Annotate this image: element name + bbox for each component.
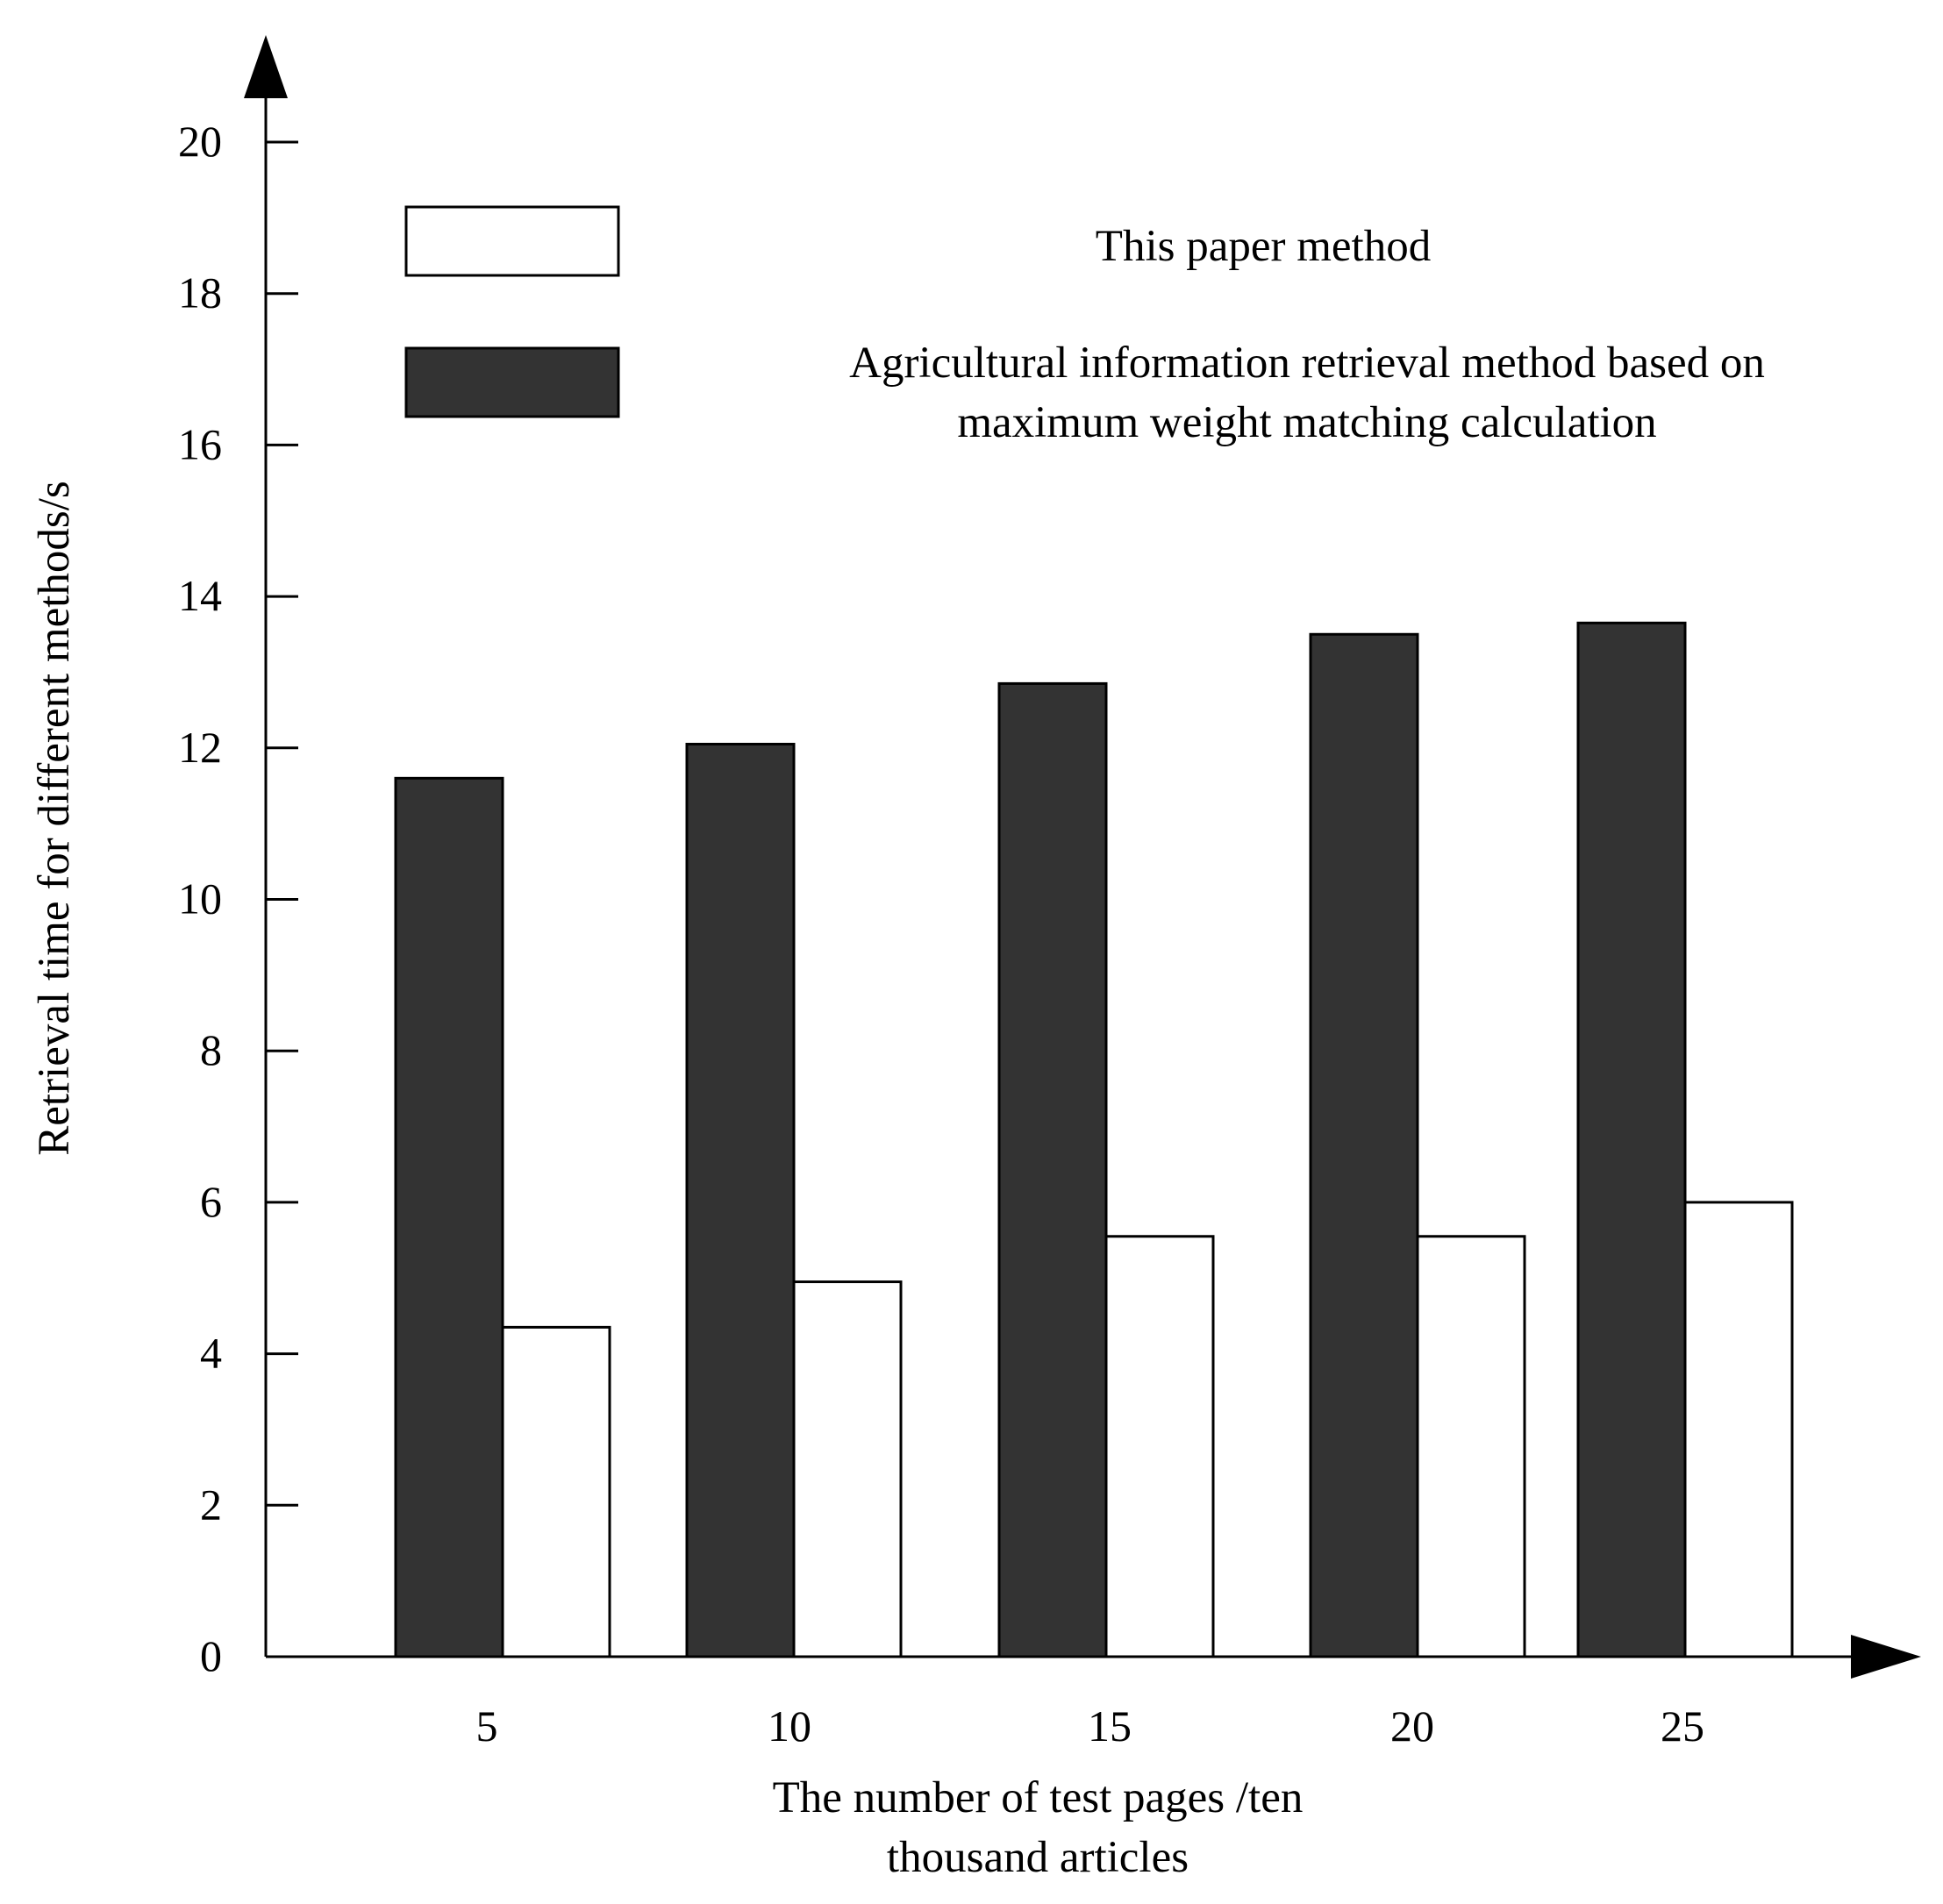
x-axis-title-line1: The number of test pages /ten — [773, 1773, 1304, 1822]
y-ticks: 0 2 4 6 8 10 12 14 16 18 20 — [178, 117, 298, 1680]
x-ticks: 5 10 15 20 25 — [476, 1701, 1705, 1751]
x-tick-label: 5 — [476, 1701, 498, 1751]
x-tick-label: 20 — [1390, 1701, 1434, 1751]
bar-max-weight-10 — [685, 742, 796, 1658]
y-tick-label: 12 — [178, 723, 222, 772]
y-tick-label: 6 — [200, 1177, 222, 1226]
legend-swatch-this-paper — [404, 205, 620, 277]
y-tick-label: 14 — [178, 571, 222, 620]
bar-max-weight-20 — [1309, 632, 1419, 1658]
bars — [394, 621, 1794, 1658]
y-tick-label: 2 — [200, 1480, 222, 1529]
legend-label-this-paper: This paper method — [1096, 222, 1431, 271]
bar-this-paper-15 — [1104, 1235, 1215, 1658]
y-tick-label: 16 — [178, 419, 222, 468]
y-tick-label: 0 — [200, 1631, 222, 1680]
x-tick-label: 10 — [768, 1701, 811, 1751]
bar-max-weight-25 — [1576, 621, 1687, 1658]
legend-swatch-max-weight — [404, 346, 620, 418]
y-tick-label: 8 — [200, 1025, 222, 1074]
y-tick-label: 20 — [178, 117, 222, 166]
x-tick-label: 25 — [1661, 1701, 1704, 1751]
legend-label-max-weight-line2: maximum weight matching calculation — [957, 398, 1656, 447]
legend: This paper method Agricultural informati… — [404, 205, 1765, 447]
bar-this-paper-5 — [501, 1325, 611, 1658]
bar-this-paper-20 — [1416, 1235, 1526, 1658]
x-tick-label: 15 — [1088, 1701, 1132, 1751]
y-axis-title: Retrieval time for different methods/s — [30, 481, 79, 1156]
y-axis-arrow — [244, 35, 288, 98]
x-axis-arrow — [1851, 1635, 1921, 1679]
legend-label-max-weight-line1: Agricultural information retrieval metho… — [849, 339, 1765, 388]
bar-max-weight-15 — [997, 681, 1108, 1658]
bar-this-paper-10 — [792, 1280, 903, 1658]
y-tick-label: 10 — [178, 874, 222, 923]
y-tick-label: 4 — [200, 1329, 222, 1378]
x-axis-title-line2: thousand articles — [887, 1833, 1189, 1882]
y-tick-label: 18 — [178, 268, 222, 317]
bar-max-weight-5 — [394, 776, 504, 1658]
bar-this-paper-25 — [1683, 1201, 1794, 1658]
